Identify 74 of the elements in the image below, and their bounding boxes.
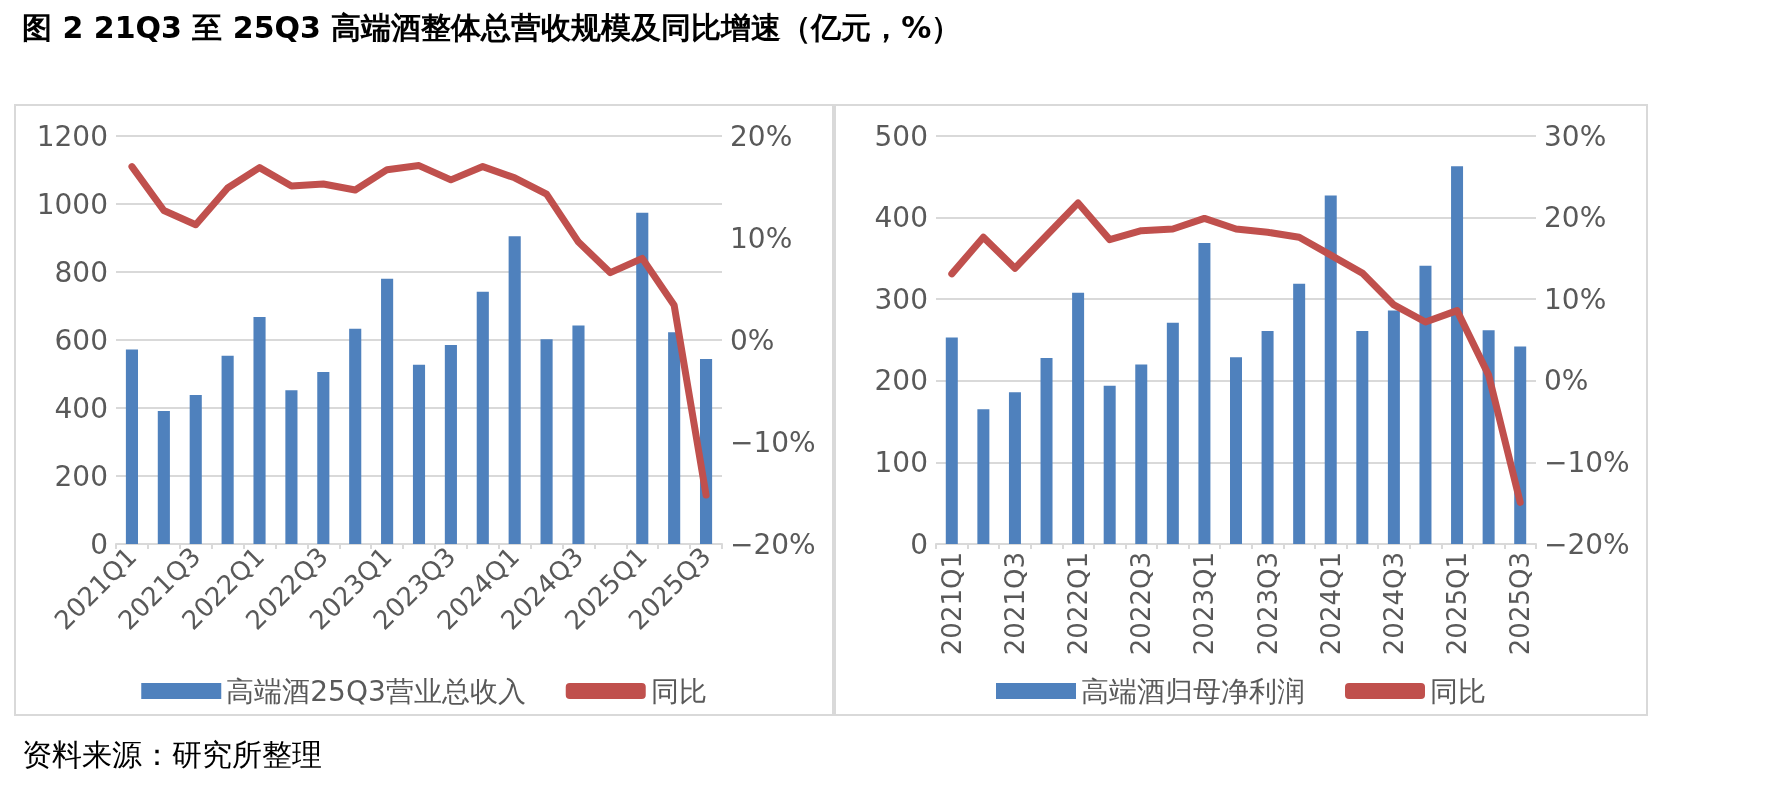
y-tick-label: 1200 — [36, 119, 108, 153]
bar — [1040, 357, 1053, 544]
bar — [636, 212, 649, 544]
y-tick-label: 100 — [874, 445, 928, 479]
bar — [317, 371, 330, 544]
bar — [572, 325, 585, 544]
bar — [444, 345, 457, 544]
x-tick-label: 2022Q1 — [1063, 552, 1094, 656]
x-tick-label: 2023Q3 — [1252, 552, 1283, 656]
x-tick-label: 2021Q3 — [999, 552, 1030, 656]
bar — [1103, 385, 1116, 544]
bar — [476, 291, 489, 544]
y-tick-label: 600 — [54, 323, 108, 357]
y-tick-label: 500 — [874, 119, 928, 153]
chart-title: 图 2 21Q3 至 25Q3 高端酒整体总营收规模及同比增速（亿元，%） — [22, 9, 962, 47]
bar — [1387, 310, 1400, 544]
bar — [1135, 364, 1148, 544]
bar — [1419, 265, 1432, 544]
bar — [1324, 195, 1337, 544]
bar — [381, 278, 394, 544]
y-tick-label: 800 — [54, 255, 108, 289]
y2-tick-label: 30% — [1544, 119, 1607, 153]
x-tick-label: 2024Q1 — [1315, 552, 1346, 656]
bar — [540, 339, 553, 544]
bar — [349, 328, 362, 544]
legend-label: 同比 — [650, 674, 707, 708]
bar — [189, 395, 202, 544]
bar — [668, 332, 681, 544]
y2-tick-label: 20% — [730, 119, 793, 153]
y-tick-label: 400 — [874, 201, 928, 235]
bar — [1514, 346, 1527, 544]
bar — [157, 411, 170, 544]
bar — [1261, 331, 1274, 544]
y2-tick-label: 0% — [730, 323, 775, 357]
x-tick-label: 2024Q3 — [1378, 552, 1409, 656]
bar — [253, 316, 266, 544]
legend-label: 同比 — [1430, 674, 1486, 708]
y2-tick-label: −10% — [1544, 445, 1630, 479]
bar — [1230, 357, 1242, 544]
y-tick-label: 200 — [874, 364, 928, 398]
bar — [977, 409, 990, 544]
y-tick-label: 1000 — [36, 187, 108, 221]
bar — [1198, 242, 1211, 544]
x-tick-label: 2021Q1 — [936, 552, 967, 656]
y2-tick-label: 20% — [1544, 201, 1607, 235]
bar — [1166, 322, 1179, 544]
bar — [412, 364, 426, 544]
bar — [1451, 166, 1464, 544]
y-tick-label: 0 — [910, 527, 928, 561]
x-tick-label: 2025Q1 — [1442, 552, 1473, 656]
bar — [1072, 292, 1085, 544]
y2-tick-label: 10% — [1544, 282, 1607, 316]
bar — [125, 349, 139, 544]
bar — [508, 236, 521, 544]
bar — [285, 390, 298, 544]
y-tick-label: 400 — [54, 391, 108, 425]
y-tick-label: 200 — [54, 459, 108, 493]
bar — [1293, 283, 1306, 544]
y2-tick-label: −20% — [1544, 527, 1630, 561]
bar — [1008, 392, 1021, 544]
y-tick-label: 300 — [874, 282, 928, 316]
y2-tick-label: −10% — [730, 425, 816, 459]
y2-tick-label: −20% — [730, 527, 816, 561]
text: 资料来源：研究所整理 — [22, 736, 322, 774]
x-tick-label: 2023Q1 — [1189, 552, 1220, 656]
y2-tick-label: 10% — [730, 221, 793, 255]
x-tick-label: 2025Q3 — [1505, 552, 1536, 656]
legend-label: 高端酒归母净利润 — [1081, 674, 1305, 708]
bar — [221, 355, 234, 544]
y2-tick-label: 0% — [1544, 364, 1589, 398]
x-tick-label: 2022Q3 — [1126, 552, 1157, 656]
legend-label: 高端酒25Q3营业总收入 — [226, 674, 526, 708]
bar — [1356, 331, 1369, 544]
bar — [945, 337, 958, 544]
